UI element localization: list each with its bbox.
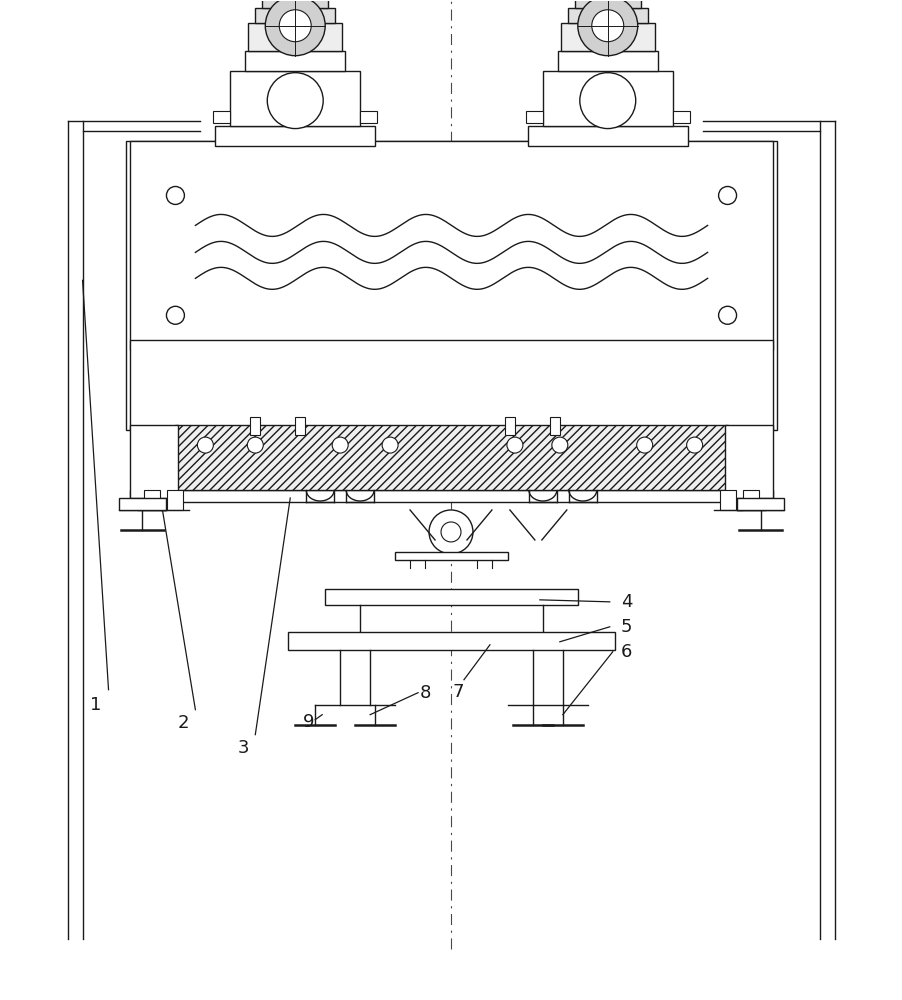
Bar [250,417,260,435]
Bar [248,23,342,51]
Bar [719,490,735,510]
Circle shape [591,10,623,42]
Circle shape [198,437,213,453]
Text: 4: 4 [621,593,631,611]
Bar [325,589,577,605]
Circle shape [718,306,736,324]
Circle shape [636,437,652,453]
Circle shape [166,186,184,204]
Text: 7: 7 [452,683,464,701]
Bar [255,8,335,23]
Bar [723,425,771,498]
Bar [567,8,647,23]
Bar [557,51,657,71]
Text: 2: 2 [178,714,189,732]
Bar [144,490,161,510]
Bar [175,425,727,490]
Text: 6: 6 [621,643,631,661]
Circle shape [506,437,522,453]
Circle shape [247,437,263,453]
Text: 1: 1 [90,696,101,714]
Bar [131,490,771,502]
Bar [295,417,305,435]
Circle shape [332,437,348,453]
Bar [245,51,345,71]
Circle shape [579,73,635,129]
Bar [575,0,640,8]
Circle shape [440,522,461,542]
Bar [118,498,166,510]
Bar [131,340,771,430]
Text: 5: 5 [621,618,631,636]
Bar [131,141,771,350]
Bar [528,126,687,146]
Circle shape [166,306,184,324]
Bar [167,490,183,510]
Bar [741,490,758,510]
Bar [395,552,507,560]
Circle shape [551,437,567,453]
Circle shape [279,10,311,42]
Bar [542,71,672,126]
Bar [215,126,374,146]
Text: 8: 8 [419,684,430,702]
Bar [525,111,542,123]
Bar [213,111,230,123]
Bar [288,632,614,650]
Text: 3: 3 [237,739,249,757]
Bar [549,417,559,435]
Bar [360,111,377,123]
Circle shape [267,73,323,129]
Circle shape [428,510,473,554]
Circle shape [382,437,398,453]
Bar [672,111,689,123]
Text: 9: 9 [302,713,314,731]
Bar [262,0,327,8]
Bar [736,498,784,510]
Circle shape [577,0,637,56]
Bar [125,141,777,430]
Bar [504,417,514,435]
Circle shape [718,186,736,204]
Bar [560,23,654,51]
Circle shape [265,0,325,56]
Bar [230,71,360,126]
Bar [131,425,179,498]
Circle shape [686,437,702,453]
